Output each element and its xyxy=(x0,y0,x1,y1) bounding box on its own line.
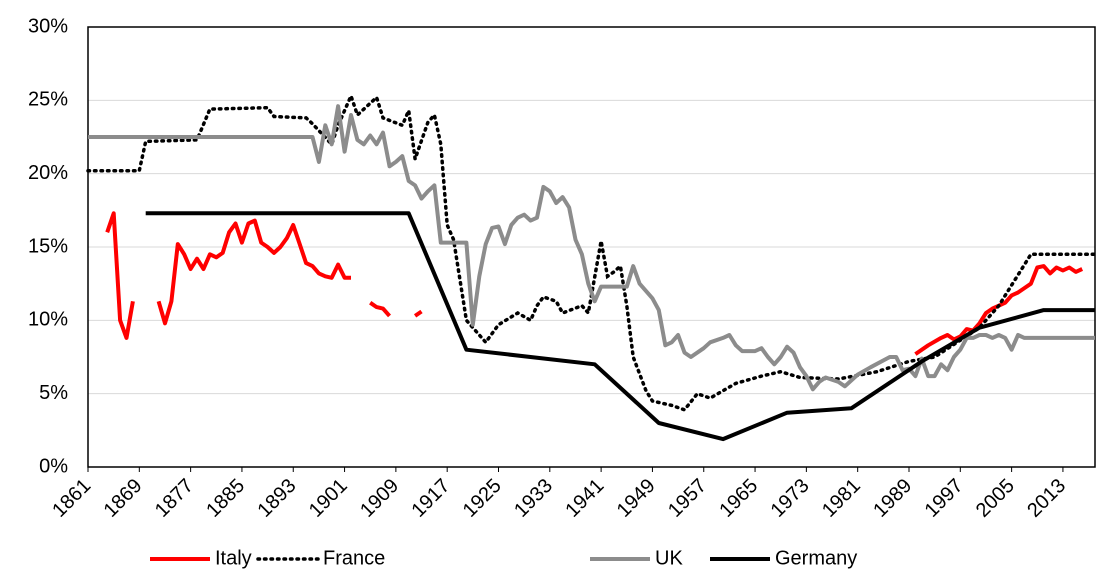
x-tick-label: 1957 xyxy=(664,475,711,522)
x-tick-label: 1877 xyxy=(151,475,198,522)
x-tick-label: 1933 xyxy=(510,475,557,522)
series-line xyxy=(105,211,1084,356)
y-tick-label: 15% xyxy=(28,235,68,257)
legend-label: France xyxy=(323,547,385,569)
x-tick-label: 1861 xyxy=(48,475,95,522)
y-tick-label: 30% xyxy=(28,15,68,37)
y-tick-label: 25% xyxy=(28,89,68,111)
x-tick-label: 1885 xyxy=(202,475,249,522)
x-tick-label: 1925 xyxy=(459,475,506,522)
x-tick-label: 1901 xyxy=(305,475,352,522)
plot-frame xyxy=(87,26,1096,468)
x-tick-label: 1941 xyxy=(561,475,608,522)
y-tick-label: 20% xyxy=(28,162,68,184)
x-tick-label: 1981 xyxy=(818,475,865,522)
x-tick-label: 1997 xyxy=(921,475,968,522)
y-tick-label: 5% xyxy=(39,382,68,404)
x-tick-label: 2013 xyxy=(1023,475,1070,522)
x-tick-label: 1965 xyxy=(715,475,762,522)
x-tick-label: 1917 xyxy=(407,475,454,522)
x-tick-label: 1893 xyxy=(253,475,300,522)
series-line xyxy=(88,104,1095,392)
legend-label: Italy xyxy=(215,547,252,569)
legend-label: Germany xyxy=(775,547,857,569)
y-tick-label: 0% xyxy=(39,455,68,477)
y-tick-label: 10% xyxy=(28,309,68,331)
series-line xyxy=(145,211,1095,442)
series-line xyxy=(86,91,1096,412)
x-tick-label: 2005 xyxy=(972,475,1019,522)
x-tick-label: 1949 xyxy=(613,475,660,522)
x-tick-label: 1869 xyxy=(100,475,147,522)
x-tick-label: 1989 xyxy=(869,475,916,522)
x-tick-label: 1909 xyxy=(356,475,403,522)
x-tick-label: 1973 xyxy=(767,475,814,522)
legend-label: UK xyxy=(655,547,683,569)
